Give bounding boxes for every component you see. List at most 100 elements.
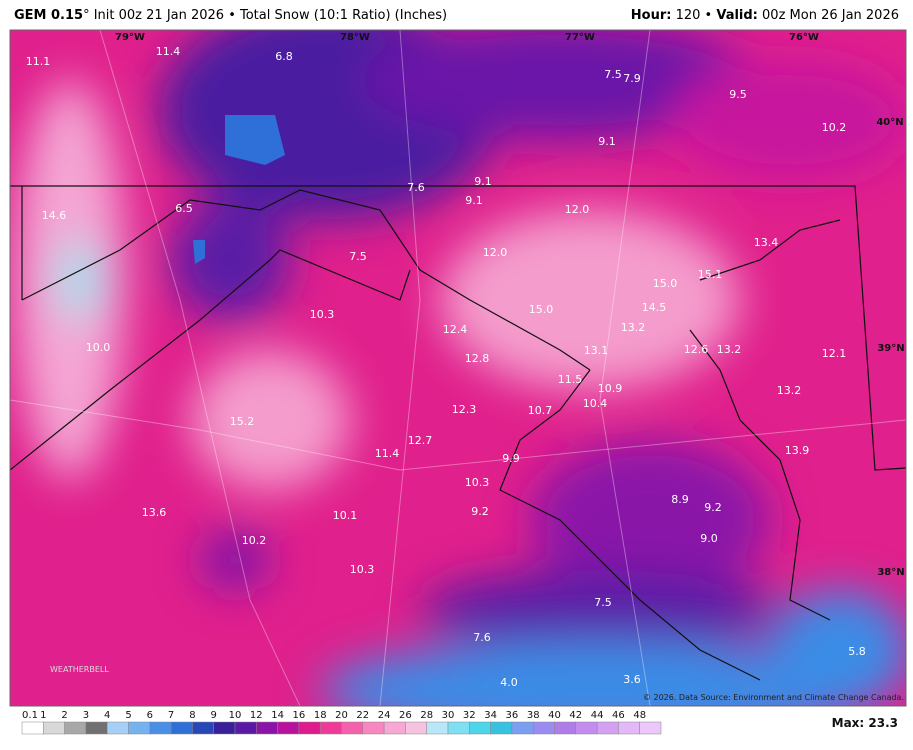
snow-amount: 7.9: [623, 72, 641, 85]
legend-label: 46: [612, 710, 625, 721]
grid-label: 39°N: [877, 343, 904, 354]
snow-amount: 10.1: [333, 509, 358, 522]
legend-label: 4: [104, 710, 110, 721]
legend-swatch: [106, 721, 129, 735]
snow-amount: 5.8: [848, 645, 866, 658]
legend-label: 7: [168, 710, 174, 721]
legend-label: 6: [147, 710, 153, 721]
legend-swatch: [170, 721, 193, 735]
legend-label: 8: [189, 710, 195, 721]
legend-swatch: [341, 721, 364, 735]
snow-amount: 13.4: [754, 236, 779, 249]
legend-label: 36: [506, 710, 519, 721]
legend-label: 0.1: [22, 710, 38, 721]
snow-amount: 8.9: [671, 493, 689, 506]
snow-amount: 10.2: [822, 121, 847, 134]
snow-amount: 9.1: [598, 135, 616, 148]
snow-amount: 12.0: [483, 246, 508, 259]
snow-amount: 10.7: [528, 404, 553, 417]
snow-amount: 11.4: [156, 45, 181, 58]
hour: 120 •: [671, 8, 717, 23]
snow-amount: 13.2: [621, 321, 646, 334]
legend-swatch: [618, 721, 640, 735]
legend-swatch: [85, 721, 108, 735]
map-frame: [9, 29, 907, 707]
snow-amount: 12.3: [452, 403, 477, 416]
snow-amount: 13.2: [717, 343, 742, 356]
legend-swatch: [298, 721, 321, 735]
legend-swatch: [596, 721, 619, 735]
snow-amount: 12.0: [565, 203, 590, 216]
snow-amount: 10.3: [310, 308, 335, 321]
legend-label: 1: [40, 710, 46, 721]
legend-label: 18: [314, 710, 327, 721]
legend-swatch: [362, 721, 385, 735]
run: ° Init 00z 21 Jan 2026 • Total Snow (10:…: [83, 8, 448, 23]
max: Max: 23.3: [832, 716, 898, 730]
legend-label: 20: [335, 710, 348, 721]
snow-amount: 6.5: [175, 202, 193, 215]
model: GEM 0.15: [14, 8, 84, 23]
snow-amount: 15.0: [529, 303, 554, 316]
grid-label: 40°N: [876, 117, 903, 128]
legend-swatch: [277, 721, 300, 735]
snow-amount: 15.1: [698, 268, 723, 281]
snow-amount: 11.4: [375, 447, 400, 460]
snow-amount: 11.5: [558, 373, 583, 386]
snow-amount: 13.6: [142, 506, 167, 519]
snow-amount: 11.1: [26, 55, 51, 68]
snow-amount: 10.0: [86, 341, 111, 354]
grid-label: 77°W: [565, 32, 595, 43]
snow-amount: 13.1: [584, 344, 609, 357]
credit: © 2026. Data Source: Environment and Cli…: [643, 693, 904, 702]
snow-amount: 12.4: [443, 323, 468, 336]
snow-amount: 3.6: [623, 673, 641, 686]
legend-label: 5: [125, 710, 131, 721]
legend-label: 40: [548, 710, 561, 721]
snow-amount: 13.9: [785, 444, 810, 457]
snow-amount: 12.1: [822, 347, 847, 360]
legend-label: 38: [527, 710, 540, 721]
snow-amount: 13.2: [777, 384, 802, 397]
snow-amount: 14.6: [42, 209, 67, 222]
snow-amount: 10.9: [598, 382, 623, 395]
snow-amount: 9.1: [465, 194, 483, 207]
title: GEM 0.15° Init 00z 21 Jan 2026 • Total S…: [14, 8, 447, 23]
legend-label: 34: [484, 710, 497, 721]
legend-label: 42: [569, 710, 582, 721]
snow-amount: 6.8: [275, 50, 293, 63]
legend-label: 16: [293, 710, 306, 721]
legend-label: 24: [378, 710, 391, 721]
legend-label: 22: [356, 710, 369, 721]
legend-label: 3: [83, 710, 89, 721]
legend-swatch: [21, 721, 44, 735]
snow-amount: 15.2: [230, 415, 255, 428]
snow-amount: 7.5: [349, 250, 367, 263]
snow-amount: 12.7: [408, 434, 433, 447]
grid-label: 78°W: [340, 32, 370, 43]
snow-field: [10, 30, 906, 706]
snow-amount: 7.6: [473, 631, 491, 644]
snow-amount: 9.9: [502, 452, 520, 465]
legend-label: 9: [211, 710, 217, 721]
hour-key: Hour:: [630, 8, 672, 23]
legend-label: 48: [633, 710, 646, 721]
legend-label: 32: [463, 710, 476, 721]
legend-label: 26: [399, 710, 412, 721]
snow-amount: 7.6: [407, 181, 425, 194]
legend-label: 12: [250, 710, 263, 721]
snow-amount: 7.5: [604, 68, 622, 81]
snow-amount: 14.5: [642, 301, 667, 314]
valid-time: 00z Mon 26 Jan 2026: [757, 8, 899, 23]
valid-key: Valid:: [716, 8, 758, 23]
header: GEM 0.15° Init 00z 21 Jan 2026 • Total S…: [0, 0, 913, 30]
legend-swatch: [639, 721, 662, 735]
legend-swatch: [256, 721, 278, 735]
snow-amount: 9.1: [474, 175, 492, 188]
legend-label: 28: [420, 710, 433, 721]
snow-amount: 10.3: [465, 476, 490, 489]
legend-swatch: [490, 721, 513, 735]
snow-amount: 12.6: [684, 343, 709, 356]
